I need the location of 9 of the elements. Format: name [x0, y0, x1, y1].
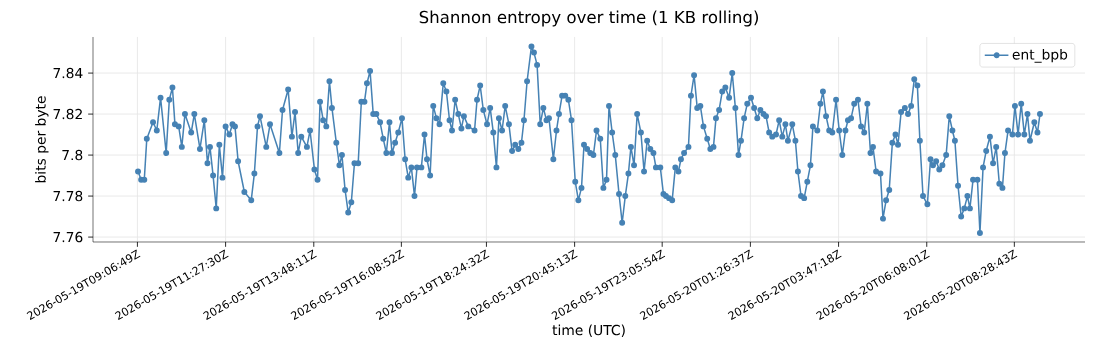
y-axis-title: bits per byte	[35, 96, 49, 183]
y-tick-label: 7.82	[53, 108, 82, 120]
y-tick-label: 7.76	[53, 231, 83, 243]
y-tick-label: 7.84	[53, 67, 83, 79]
y-tick-label: 7.78	[53, 190, 83, 202]
y-tick-label: 7.8	[62, 149, 83, 161]
x-axis-title: time (UTC)	[552, 324, 625, 337]
legend-label: ent_bpb	[1012, 48, 1068, 63]
chart-title: Shannon entropy over time (1 KB rolling)	[419, 10, 759, 27]
